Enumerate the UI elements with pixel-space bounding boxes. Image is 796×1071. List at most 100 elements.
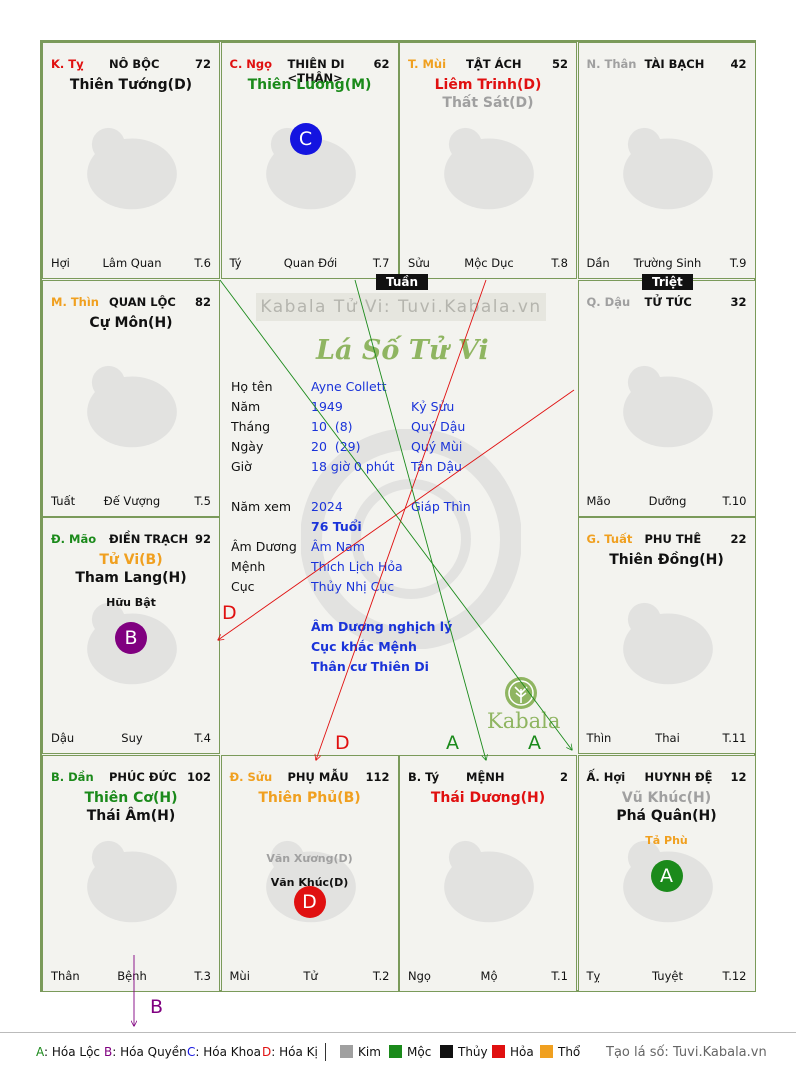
value-nam-xem-can: Giáp Thìn: [411, 499, 471, 514]
palace-number: 52: [551, 57, 568, 71]
palace-footer: Thân Bệnh T.3: [51, 969, 213, 983]
footer-t: T.11: [722, 731, 747, 745]
value-am-duong: Âm Nam: [311, 539, 365, 554]
swatch-moc: [389, 1045, 402, 1058]
footer-branch: Sửu: [408, 256, 430, 270]
palace-name: NÔ BỘC: [109, 57, 160, 71]
palace-header: B. Tý MỆNH 2: [408, 770, 570, 786]
label-nam: Năm: [231, 399, 261, 414]
palace-header: G. Tuất PHU THÊ 22: [587, 532, 749, 548]
main-star: Thiên Phủ(B): [258, 789, 361, 806]
note-2: Cục khắc Mệnh: [311, 639, 417, 654]
footer-t: T.4: [194, 731, 211, 745]
value-nam: 1949: [311, 399, 343, 414]
footer-t: T.12: [722, 968, 747, 983]
footer-stage: Mộc Dục: [464, 256, 514, 270]
main-star: Vũ Khúc(H): [621, 789, 712, 806]
label-ho-ten: Họ tên: [231, 379, 273, 394]
legend-hoa-quyen: B: Hóa Quyền: [104, 1045, 187, 1059]
center-info-panel: Kabala Tử Vi: Tuvi.Kabala.vn Lá Số Tử Vi…: [221, 279, 578, 754]
palace-name: PHÚC ĐỨC: [109, 769, 177, 784]
zodiac-animal-icon: [87, 127, 177, 210]
value-nam-xem: 2024: [311, 499, 343, 514]
palace-tài-bạch: N. Thân TÀI BẠCH 42 Dần Trường Sinh T.9: [577, 42, 756, 279]
legend-key: D: [262, 1045, 272, 1059]
legend-key: A: [36, 1045, 44, 1059]
footer-branch: Thìn: [586, 731, 612, 745]
palace-can: Đ. Mão: [51, 532, 97, 546]
palace-can: M. Thìn: [51, 294, 99, 309]
palace-name: HUYNH ĐỆ: [644, 769, 713, 784]
legend-kim: Kim: [340, 1045, 381, 1059]
palace-header: Đ. Sửu PHỤ MẪU 112: [230, 770, 392, 786]
arrow-label-d-2: D: [335, 732, 350, 754]
main-star: Thất Sát(D): [442, 95, 534, 111]
palace-header: Đ. Mão ĐIỀN TRẠCH 92: [51, 532, 213, 548]
legend-hoa-loc: A: Hóa Lộc: [36, 1045, 101, 1059]
footer-t: T.9: [729, 256, 747, 270]
main-star: Phá Quân(H): [616, 807, 717, 824]
palace-name: ĐIỀN TRẠCH: [109, 532, 189, 546]
legend-moc: Mộc: [389, 1045, 431, 1059]
palace-phúc-đức: B. Dần PHÚC ĐỨC 102 Thiên Cơ(H) Thái Âm(H) Th…: [42, 754, 220, 992]
footer-branch: Dần: [586, 256, 610, 270]
main-star: Thiên Tướng(D): [69, 77, 193, 93]
palace-can: Đ. Sửu: [229, 769, 273, 784]
palace-footer: Sửu Mộc Dục T.8: [408, 256, 570, 270]
palace-number: 102: [186, 769, 211, 784]
chart-title: Lá Số Tử Vi: [316, 335, 489, 366]
palace-can: N. Thân: [586, 57, 637, 71]
main-star: Cự Môn(H): [89, 314, 173, 331]
badge-a-icon: A: [650, 859, 683, 892]
main-star: Liêm Trinh(D): [434, 77, 542, 93]
palace-header: C. Ngọ THIÊN DI <THÂN> 62: [229, 57, 392, 85]
palace-can: Ấ. Hợi: [586, 769, 626, 784]
footer-t: T.10: [722, 493, 747, 508]
zodiac-animal-icon: [444, 127, 534, 210]
footer-t: T.8: [551, 256, 568, 270]
legend-site-link[interactable]: Tạo lá số: Tuvi.Kabala.vn: [606, 1045, 767, 1060]
value-ho-ten: Ayne Collett: [311, 379, 387, 394]
label-thang: Tháng: [231, 419, 271, 434]
palace-footer: Ngọ Mộ T.1: [408, 969, 570, 983]
palace-name: PHU THÊ: [644, 532, 702, 546]
footer-t: T.1: [551, 968, 568, 983]
legend-hoa: Hỏa: [492, 1045, 534, 1059]
palace-thiên-di-thân-: C. Ngọ THIÊN DI <THÂN> 62 Thiên Lương(M) C Tý…: [220, 42, 399, 279]
zodiac-animal-icon: [444, 840, 534, 922]
legend-hoa-khoa: C: Hóa Khoa: [187, 1045, 261, 1059]
footer-branch: Ngọ: [408, 968, 431, 983]
palace-number: 12: [730, 769, 747, 784]
palace-footer: Mão Dưỡng T.10: [587, 494, 749, 508]
palace-tử-tức: Q. Dậu TỬ TỨC 32 Mão Dưỡng T.10: [577, 279, 756, 517]
palace-name: THIÊN DI <THÂN>: [287, 57, 345, 85]
minor-star: Văn Khúc(D): [270, 875, 349, 889]
palace-can: C. Ngọ: [229, 57, 273, 71]
palace-huynh-đệ: Ấ. Hợi HUYNH ĐỆ 12 Vũ Khúc(H) Phá Quân(H) Tả …: [577, 754, 756, 992]
palace-footer: Mùi Tử T.2: [230, 969, 392, 983]
value-tuoi: 76 Tuổi: [311, 519, 362, 534]
legend-hoa-ki: D: Hóa Kị: [262, 1045, 318, 1059]
footer-branch: Tuất: [51, 493, 76, 508]
label-ngay: Ngày: [231, 439, 264, 454]
arrow-label-b: B: [150, 996, 164, 1018]
legend-text: Hóa Quyền: [120, 1045, 187, 1059]
palace-footer: Tuất Đế Vượng T.5: [51, 494, 213, 508]
palace-number: 42: [730, 57, 747, 71]
footer-t: T.3: [194, 968, 211, 983]
palace-header: B. Dần PHÚC ĐỨC 102: [51, 770, 213, 786]
value-ngay-can: Quý Mùi: [411, 439, 463, 454]
palace-header: M. Thìn QUAN LỘC 82: [51, 295, 213, 311]
swatch-tho: [540, 1045, 553, 1058]
palace-header: K. Tỵ NÔ BỘC 72: [51, 57, 213, 73]
footer-branch: Tý: [229, 256, 242, 270]
badge-c-icon: C: [289, 123, 322, 155]
footer-t: T.2: [372, 968, 390, 983]
palace-mệnh: B. Tý MỆNH 2 Thái Dương(H) Ngọ Mộ T.1: [399, 754, 577, 992]
zodiac-animal-icon: [622, 365, 713, 447]
palace-footer: Hợi Lâm Quan T.6: [51, 256, 213, 270]
footer-branch: Tỵ: [586, 968, 601, 983]
value-nam-can: Kỷ Sửu: [411, 399, 455, 414]
zodiac-animal-icon: [622, 602, 713, 685]
palace-footer: Tỵ Tuyệt T.12: [587, 969, 749, 983]
